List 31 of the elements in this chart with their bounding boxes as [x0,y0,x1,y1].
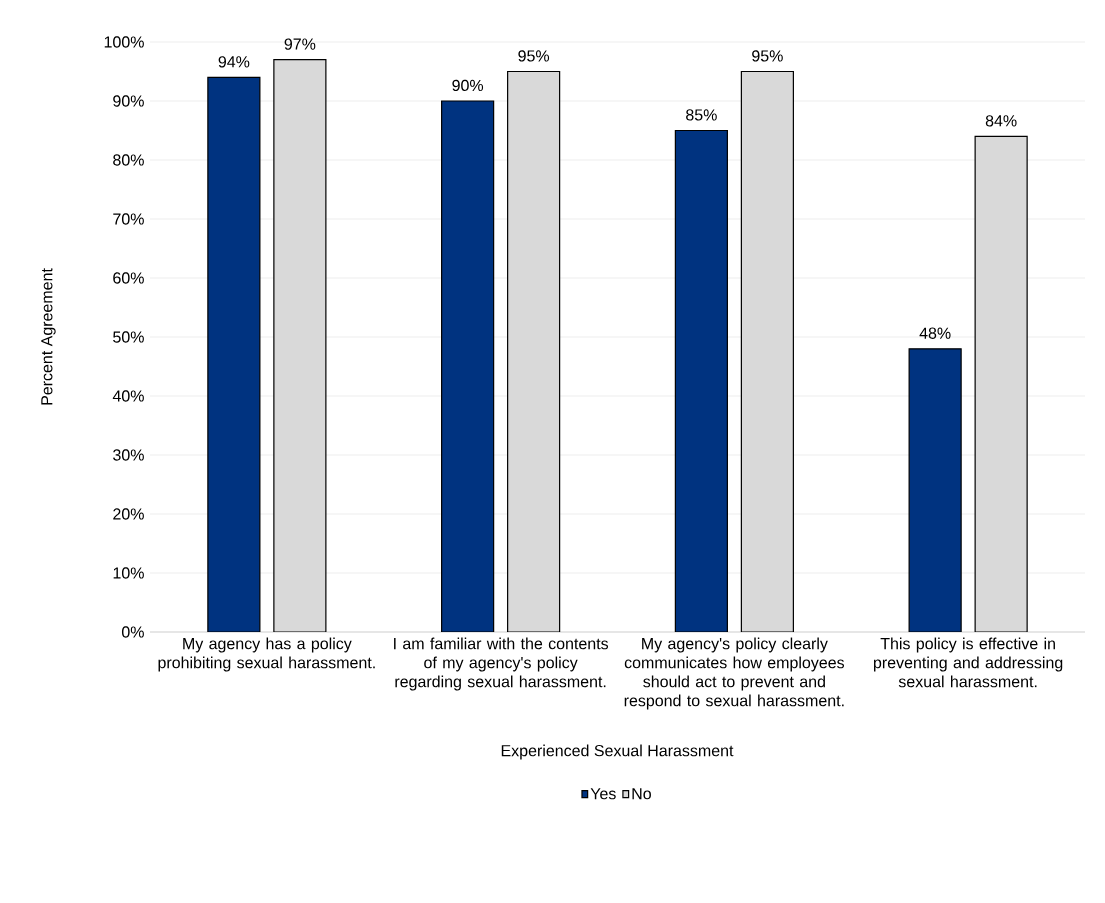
x-tick-label: My agency's policy clearly communicates how employees should act to prevent and respond to sexual harassment. [624,637,845,710]
data-label: 95% [518,50,550,62]
y-tick-label: 0% [121,626,144,638]
y-tick-label: 80% [113,154,144,166]
legend-label: No [632,788,651,800]
bar [908,348,962,633]
y-tick-label: 10% [113,567,144,579]
data-label: 97% [284,38,316,50]
y-tick-label: 70% [113,213,144,225]
x-tick-label: This policy is effective in preventing and addressing sexual harassment. [873,637,1063,688]
y-tick-label: 60% [113,272,144,284]
y-axis-title: Percent Agreement [41,268,56,405]
bar [441,100,495,633]
y-tick-label: 90% [113,95,144,107]
data-label: 94% [218,56,250,68]
y-tick-label: 50% [113,331,144,343]
data-label: 90% [452,79,484,92]
x-tick-label: I am familiar with the contents of my agency's policy regarding sexual harassment. [394,637,609,691]
y-tick-label: 20% [113,508,144,520]
legend-label: Yes [590,788,616,800]
bar [674,129,728,633]
data-label: 95% [752,50,783,62]
data-label: 48% [919,327,951,339]
data-label: 85% [686,109,717,121]
y-tick-label: 40% [112,390,144,402]
y-tick-label: 100% [104,36,144,48]
bar [207,76,261,633]
legend-title: Experienced Sexual Harassment [501,744,734,760]
x-tick-label: My agency has a policy prohibiting sexual harassment. [158,637,375,672]
data-label: 84% [985,115,1017,127]
y-tick-label: 30% [113,449,144,461]
